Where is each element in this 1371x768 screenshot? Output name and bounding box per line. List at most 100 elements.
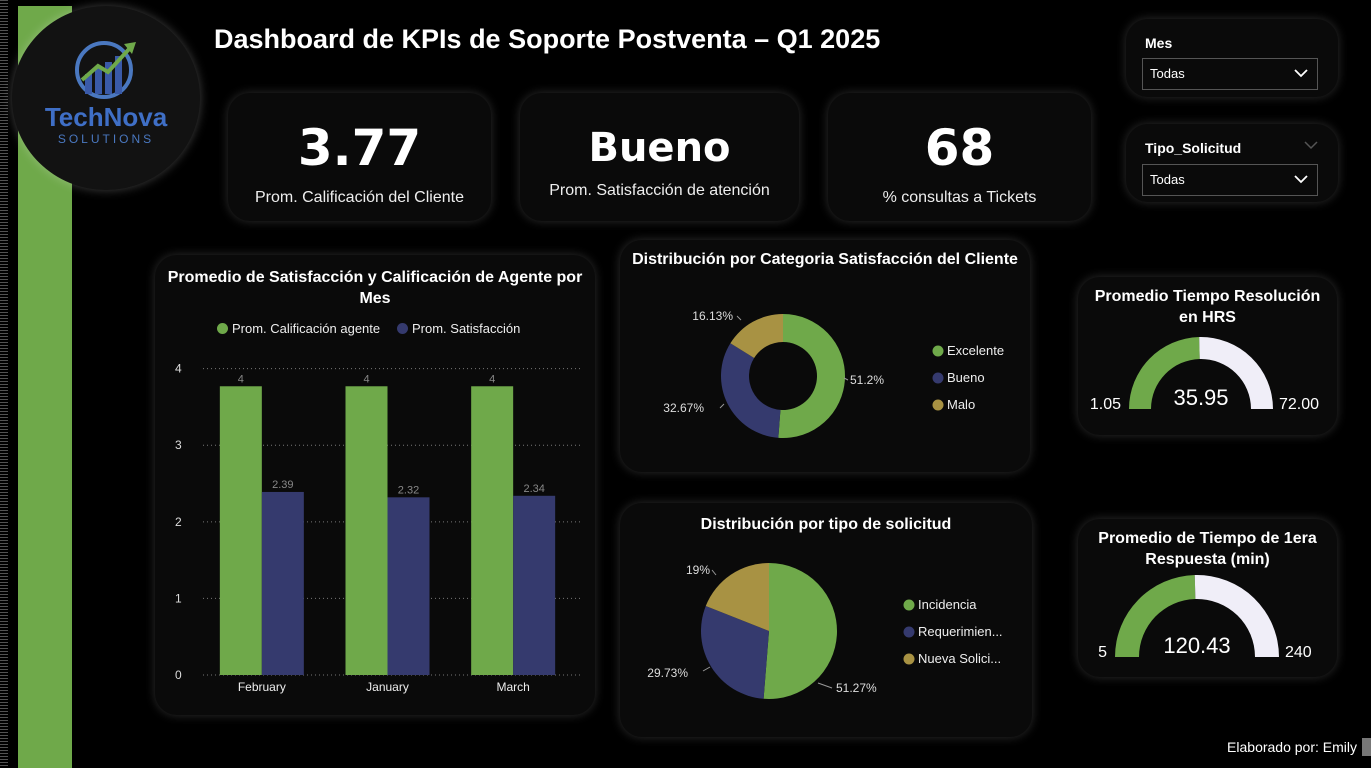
growth-chart-icon [75,41,136,99]
slice-incidencia [763,563,837,699]
filter-request-type: Tipo_Solicitud Todas [1126,124,1338,202]
gauge-value: 35.95 [1173,385,1228,410]
pie-chart-title: Distribución por tipo de solicitud [700,516,952,533]
slice-requerimien [701,605,769,699]
legend-dot [932,372,944,384]
pie-chart-card: Distribución por tipo de solicitud 51.27… [620,503,1032,737]
legend-dot [903,626,915,638]
legend-label: Bueno [947,370,985,385]
kpi-card-ticket-percent: 68 % consultas a Tickets [828,93,1091,221]
leader-line [702,666,711,672]
slice-data-label: 29.73% [647,666,688,680]
kpi-card-customer-rating: 3.77 Prom. Calificación del Cliente [228,93,491,221]
legend-dot [903,599,915,611]
slice-data-label: 51.27% [836,681,877,695]
gauge-max-label: 72.00 [1279,396,1319,413]
y-tick-label: 4 [175,362,182,376]
legend-label: Prom. Satisfacción [412,321,521,336]
legend-label: Malo [947,397,975,412]
donut-chart-title: Distribución por Categoria Satisfacción … [632,251,1018,268]
donut-chart-card: Distribución por Categoria Satisfacción … [620,240,1030,472]
filter-label: Mes [1145,35,1173,51]
leader-line [736,315,742,321]
x-tick-label: March [496,680,529,694]
gauge-min-label: 1.05 [1090,396,1121,413]
y-tick-label: 2 [175,515,182,529]
bar-january-satisfaction [387,497,430,675]
bar-legend-item: Prom. Satisfacción [397,321,520,336]
month-dropdown[interactable]: Todas [1142,58,1318,90]
leader-line [719,403,725,409]
gauge-title: Promedio Tiempo Resolución en HRS [1094,288,1321,326]
kpi-label: % consultas a Tickets [882,189,1037,206]
legend-dot [932,345,944,357]
scroll-marker [1362,738,1371,756]
kpi-label: Prom. Satisfacción de atención [549,182,770,199]
chevron-down-icon [1294,175,1308,184]
gauge-fill [1115,575,1196,657]
gauge-remaining [1194,575,1279,657]
legend-dot [217,323,228,334]
bar-data-label: 2.34 [523,483,544,495]
company-logo: TechNova SOLUTIONS [12,6,200,190]
slice-excelente [778,314,845,438]
y-tick-label: 3 [175,438,182,452]
logo-name: TechNova [44,102,168,132]
kpi-value: 3.77 [297,119,422,177]
gauge-min-label: 5 [1098,644,1107,661]
dropdown-value: Todas [1150,172,1185,187]
bar-data-label: 2.39 [272,479,293,491]
gauge-card-first-response: Promedio de Tiempo de 1era Respuesta (mi… [1078,519,1337,677]
gauge-fill [1129,337,1200,409]
legend-dot [903,653,915,665]
bar-chart-card: Promedio de Satisfacción y Calificación … [155,255,595,715]
logo-tagline: SOLUTIONS [57,132,155,146]
bar-data-label: 4 [489,373,495,385]
slice-malo [730,314,783,359]
bar-february-satisfaction [261,491,304,675]
bar-march-satisfaction [513,495,556,675]
gauge-title: Promedio de Tiempo de 1era Respuesta (mi… [1098,530,1317,568]
x-tick-label: February [238,680,286,694]
slice-data-label: 19% [686,563,710,577]
bar-march-rating [471,386,514,675]
leader-line [817,682,833,689]
page-title: Dashboard de KPIs de Soporte Postventa –… [214,24,881,54]
y-tick-label: 1 [175,591,182,605]
bar-february-rating [219,386,262,675]
kpi-label: Prom. Calificación del Cliente [255,189,464,206]
legend-dot [932,399,944,411]
slice-data-label: 32.67% [663,401,704,415]
request-type-dropdown[interactable]: Todas [1142,164,1318,196]
x-tick-label: January [366,680,409,694]
gauge-value: 120.43 [1163,633,1230,658]
gauge-resolution: 35.95 1.05 72.00 [1090,337,1319,413]
legend-dot [397,323,408,334]
gauge-remaining [1199,337,1273,409]
dropdown-value: Todas [1150,66,1185,81]
gauge-max-label: 240 [1285,644,1312,661]
gauge-card-resolution: Promedio Tiempo Resolución en HRS 35.95 1… [1078,277,1337,435]
gauge-first-response: 120.43 5 240 [1098,575,1312,661]
legend-label: Nueva Solici... [918,651,1001,666]
bar-legend-item: Prom. Calificación agente [217,321,380,336]
legend-label: Prom. Calificación agente [232,321,381,336]
donut-chart: 51.2% Excelente 32.67% Bueno 16.13% Malo [663,309,1004,438]
collapse-chevron-icon[interactable] [1303,138,1319,152]
kpi-value: 68 [924,119,995,177]
bar-chart-title: Promedio de Satisfacción y Calificación … [167,269,583,307]
pie-chart: 51.27% Incidencia 29.73% Requerimien... 19% N… [647,563,1003,699]
slice-data-label: 16.13% [692,309,733,323]
bar-data-label: 4 [238,373,244,385]
legend-label: Excelente [947,343,1004,358]
page-edge-pattern [0,0,8,768]
bar-january-rating [345,386,388,675]
slice-nuevasolici [705,563,769,631]
slice-data-label: 51.2% [850,373,884,387]
filter-month: Mes Todas [1126,19,1338,97]
y-tick-label: 0 [175,668,182,682]
leader-line [843,377,849,381]
filter-label: Tipo_Solicitud [1145,140,1242,156]
legend-label: Incidencia [918,597,977,612]
bar-data-label: 4 [363,373,369,385]
